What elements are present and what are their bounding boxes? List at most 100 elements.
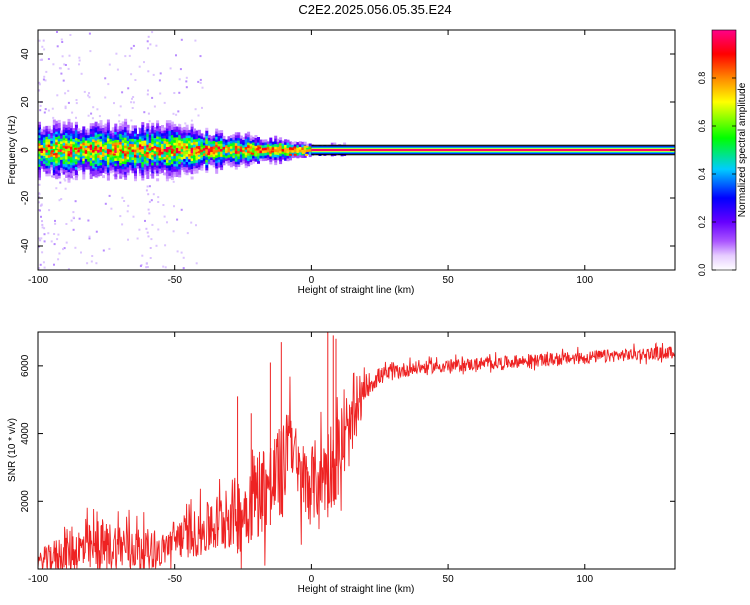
heatmap-cell [234, 166, 238, 170]
heatmap-x-tick-label: 100 [576, 275, 593, 286]
heatmap-cell [57, 162, 61, 166]
heatmap-cell [229, 159, 233, 162]
heatmap-cell [104, 131, 108, 135]
heatmap-cell [92, 133, 96, 137]
heatmap-cell [89, 173, 93, 177]
heatmap-cell [106, 130, 110, 134]
heatmap-cell [215, 136, 219, 140]
heatmap-cell [143, 163, 147, 167]
heatmap-cell [41, 45, 44, 48]
heatmap-cell [271, 152, 275, 156]
heatmap-cell [99, 159, 103, 163]
heatmap-cell [237, 137, 241, 141]
heatmap-cell [57, 159, 61, 163]
heatmap-cell [99, 125, 103, 129]
heatmap-cell [151, 167, 155, 171]
heatmap-cell [67, 129, 71, 133]
heatmap-cell [178, 134, 182, 138]
heatmap-cell [124, 176, 128, 180]
heatmap-cell [89, 176, 93, 179]
heatmap-cell [121, 163, 125, 167]
heatmap-cell [65, 143, 69, 147]
heatmap-cell [126, 132, 130, 136]
heatmap-cell [183, 134, 187, 138]
heatmap-cell [82, 152, 86, 156]
heatmap-cell [242, 155, 246, 159]
heatmap-cell [74, 124, 78, 128]
heatmap-cell [163, 215, 166, 218]
heatmap-cell [145, 152, 149, 155]
heatmap-cell [38, 89, 40, 92]
heatmap-cell [79, 159, 83, 163]
heatmap-cell [151, 175, 155, 179]
heatmap-cell [161, 169, 164, 173]
heatmap-cell [247, 139, 251, 143]
heatmap-cell [40, 157, 44, 161]
heatmap-cell [92, 139, 96, 142]
heatmap-cell [79, 132, 83, 136]
heatmap-cell [116, 168, 120, 172]
heatmap-cell [127, 87, 130, 90]
heatmap-cell [178, 166, 182, 170]
heatmap-cell [274, 156, 278, 160]
heatmap-cell [134, 165, 137, 168]
heatmap-cell [264, 142, 268, 145]
heatmap-cell [180, 135, 184, 139]
heatmap-cell [247, 152, 251, 156]
heatmap-cell [61, 41, 64, 43]
heatmap-cell [153, 171, 156, 174]
heatmap-cell [79, 140, 83, 144]
heatmap-cell [130, 101, 133, 104]
heatmap-cell [87, 163, 91, 167]
heatmap-cell [303, 141, 307, 145]
heatmap-cell [269, 150, 273, 154]
heatmap-cell [94, 169, 98, 173]
heatmap-cell [247, 160, 251, 164]
heatmap-cell [212, 143, 216, 147]
heatmap-cell [165, 173, 169, 176]
heatmap-cell [178, 174, 182, 178]
heatmap-cell [65, 164, 69, 168]
heatmap-cell [247, 144, 251, 148]
heatmap-cell [185, 169, 189, 173]
heatmap-cell [51, 150, 54, 153]
heatmap-cell [210, 141, 214, 145]
heatmap-cell [200, 162, 204, 166]
heatmap-cell [74, 145, 78, 149]
heatmap-cell [119, 125, 123, 129]
heatmap-cell [60, 151, 64, 155]
heatmap-cell [163, 153, 167, 157]
heatmap-cell [170, 137, 174, 141]
heatmap-cell [215, 155, 219, 158]
heatmap-cell [271, 141, 275, 145]
heatmap-cell [42, 131, 46, 135]
heatmap-cell [62, 169, 66, 172]
heatmap-cell [145, 227, 148, 230]
heatmap-cell [94, 171, 98, 175]
heatmap-cell [276, 149, 280, 153]
heatmap-cell [138, 162, 142, 166]
heatmap-cell [40, 142, 44, 145]
heatmap-cell [200, 138, 204, 142]
heatmap-cell [119, 146, 123, 149]
heatmap-cell [152, 73, 155, 76]
heatmap-cell [121, 142, 125, 146]
heatmap-cell [52, 145, 56, 149]
heatmap-cell [188, 166, 192, 170]
heatmap-cell [109, 141, 113, 145]
heatmap-cell [104, 139, 108, 143]
heatmap-cell [42, 158, 46, 162]
heatmap-cell [129, 167, 132, 171]
heatmap-cell [63, 247, 66, 250]
heatmap-cell [168, 138, 172, 142]
heatmap-cell [131, 138, 135, 142]
heatmap-cell [186, 232, 189, 235]
heatmap-cell [84, 153, 88, 157]
heatmap-cell [109, 159, 113, 163]
heatmap-cell [134, 141, 137, 145]
colorbar-gradient [712, 30, 736, 270]
heatmap-cell [158, 136, 162, 140]
heatmap-cell [178, 163, 182, 167]
heatmap-cell [62, 155, 66, 159]
heatmap-cell [237, 158, 241, 162]
